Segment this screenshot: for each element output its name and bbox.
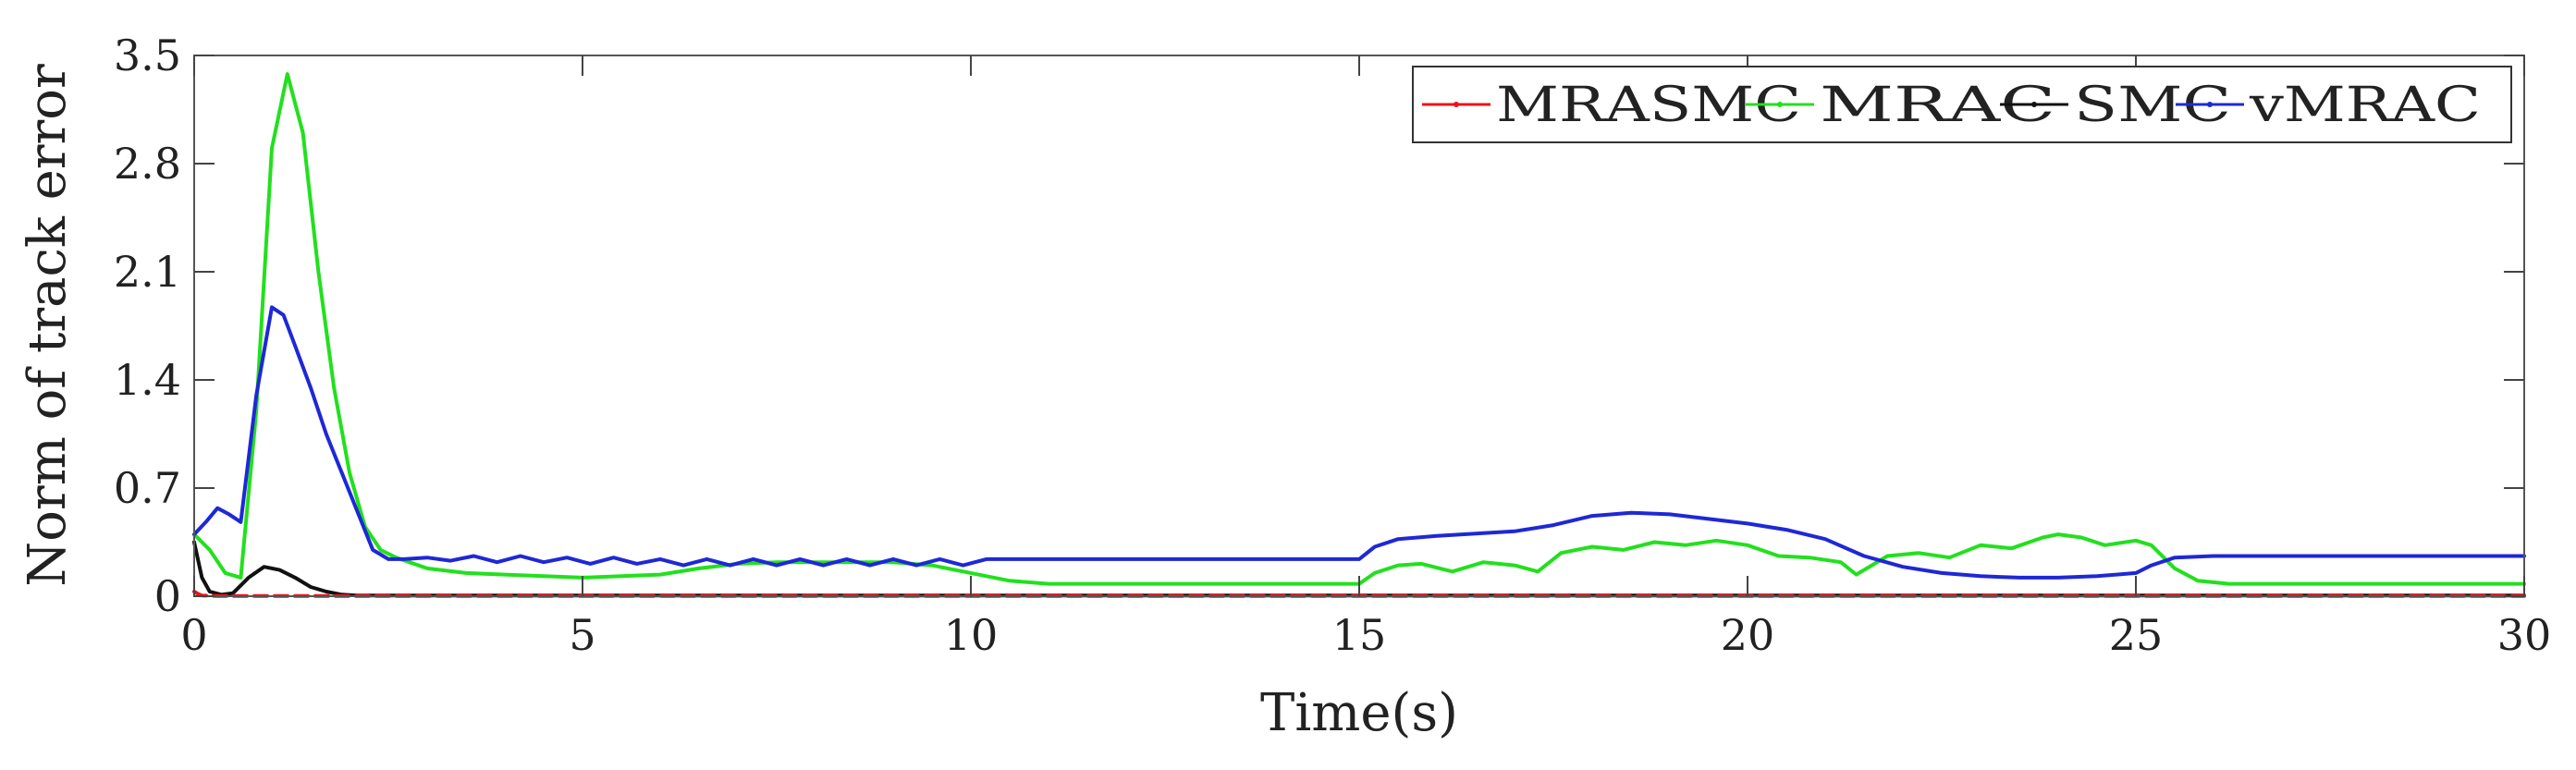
x-tick-label: 15 [1332, 610, 1387, 660]
y-tick-label: 0.7 [114, 463, 181, 513]
legend-marker [2031, 102, 2037, 107]
legend-item-vmrac: vMRAC [2176, 78, 2481, 133]
x-tick-label: 25 [2109, 610, 2164, 660]
x-tick-label: 0 [180, 610, 207, 660]
y-axis-title: Norm of track error [18, 64, 78, 587]
series-line-mrac [192, 72, 2526, 586]
x-axis: 0 5 10 15 20 25 30 [180, 55, 2551, 660]
plot-background [194, 55, 2524, 596]
y-tick-label: 2.1 [114, 247, 181, 297]
legend-box [1412, 66, 2512, 143]
legend-marker [1777, 102, 1783, 107]
legend-marker [2207, 102, 2213, 107]
y-tick-label: 0 [154, 571, 181, 621]
y-tick-label: 2.8 [114, 139, 181, 189]
legend: MRASMC MRAC SMC vMRAC [1412, 66, 2512, 143]
x-tick-label: 20 [1721, 610, 1775, 660]
x-tick-label: 5 [569, 610, 595, 660]
series-line-vmrac [192, 305, 2526, 580]
y-tick-label: 1.4 [114, 355, 181, 405]
x-tick-label: 30 [2497, 610, 2552, 660]
y-axis: 0 0.7 1.4 2.1 2.8 3.5 [114, 31, 2524, 621]
legend-marker [1454, 102, 1459, 107]
x-tick-label: 10 [944, 610, 999, 660]
legend-label: vMRAC [2249, 78, 2481, 133]
x-axis-title: Time(s) [1260, 683, 1458, 743]
y-tick-label: 3.5 [114, 31, 181, 80]
